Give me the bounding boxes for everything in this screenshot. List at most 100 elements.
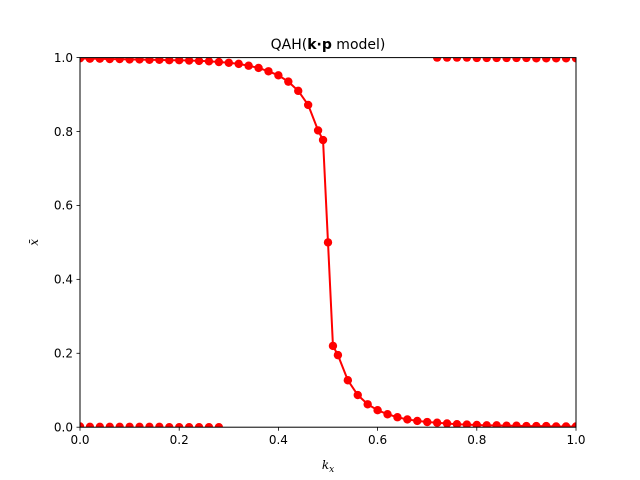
series-0-point — [125, 57, 134, 64]
series-2-point — [482, 57, 491, 63]
series-0-point — [264, 67, 273, 76]
series-0-point — [353, 390, 362, 400]
series-0-point — [393, 413, 402, 422]
x-tick-label: 1.0 — [566, 433, 585, 447]
series-2-point — [542, 57, 551, 63]
series-0-point — [452, 420, 462, 428]
y-tick-label: 1.0 — [54, 51, 73, 65]
series-0-point — [175, 57, 184, 65]
series-2-point — [452, 57, 462, 62]
series-2-point — [522, 57, 531, 63]
series-0-point — [432, 418, 442, 427]
series-0-point — [551, 422, 561, 428]
series-0-point — [492, 421, 501, 428]
series-0-point — [462, 420, 472, 428]
series-0-point — [85, 57, 95, 63]
series-0-point — [224, 58, 233, 67]
series-0-point — [363, 400, 372, 409]
series-0-point — [532, 421, 541, 428]
series-2-point — [512, 57, 521, 63]
series-1-point — [214, 423, 224, 428]
series-0-point — [561, 422, 571, 428]
series-0-point — [502, 421, 511, 428]
series-2-point — [561, 57, 571, 63]
series-0-point — [284, 77, 293, 86]
y-tick-label: 0.0 — [54, 421, 73, 435]
series-2-point — [502, 57, 511, 63]
series-0-point — [383, 410, 392, 419]
series-0-point — [194, 57, 204, 66]
series-1-point — [204, 423, 214, 428]
series-2-point — [571, 57, 576, 63]
series-0-point — [328, 341, 338, 351]
series-0-point — [254, 63, 263, 73]
chart-title: QAH(k·p model) — [271, 37, 386, 53]
series-1-point — [115, 422, 124, 428]
series-2-point — [442, 57, 452, 62]
series-0-point — [165, 57, 174, 65]
series-0-point — [303, 100, 313, 110]
series-1-point — [105, 422, 114, 428]
series-0-point — [413, 416, 422, 426]
series-0-point — [184, 57, 194, 65]
series-1-point — [85, 422, 95, 428]
series-0-point — [204, 57, 214, 66]
series-0-point — [472, 420, 481, 428]
series-2-point — [462, 57, 472, 62]
data-layer — [80, 57, 576, 428]
series-0-point — [105, 57, 114, 64]
series-0-point — [95, 57, 105, 63]
series-1-point — [165, 423, 174, 428]
x-tick-label: 0.0 — [70, 433, 89, 447]
series-0-point — [373, 406, 382, 415]
x-tick-label: 0.6 — [368, 433, 387, 447]
series-0-point — [214, 57, 224, 67]
series-0-point — [542, 421, 551, 428]
series-1-point — [95, 422, 105, 428]
x-axis-label: kx — [322, 458, 334, 475]
y-axis: 0.0 0.2 0.4 0.6 0.8 1.0 — [54, 51, 80, 435]
plot-frame — [79, 57, 577, 428]
y-axis-label: x̄ — [27, 239, 41, 246]
series-0-point — [274, 71, 283, 80]
series-0-point — [318, 135, 328, 145]
series-2-point — [432, 57, 442, 62]
x-tick-label: 0.2 — [170, 433, 189, 447]
series-0-point — [294, 86, 303, 96]
y-tick-label: 0.6 — [54, 199, 73, 213]
series-0-point — [512, 421, 521, 428]
series-0-point — [522, 421, 531, 428]
series-0-point — [442, 419, 452, 428]
series-0-point — [343, 376, 353, 385]
y-tick-label: 0.8 — [54, 125, 73, 139]
series-1-point — [184, 423, 194, 428]
y-tick-label: 0.4 — [54, 273, 73, 287]
series-0-point — [403, 415, 412, 424]
series-1-point — [194, 423, 204, 428]
series-0-point — [333, 350, 343, 360]
series-1-point — [175, 423, 184, 428]
series-0-point — [244, 61, 253, 70]
series-2-point — [492, 57, 501, 63]
x-tick-label: 0.8 — [467, 433, 486, 447]
series-1-point — [135, 422, 144, 428]
series-0-point — [80, 57, 85, 63]
series-0-point — [145, 57, 154, 65]
series-0-point — [115, 57, 124, 64]
series-1-point — [155, 422, 164, 428]
y-tick-label: 0.2 — [54, 347, 73, 361]
x-tick-label: 0.4 — [269, 433, 288, 447]
series-0-point — [423, 417, 432, 427]
series-0-point — [313, 126, 323, 135]
series-0-point — [135, 57, 144, 64]
series-2-point — [551, 57, 561, 63]
series-1-point — [80, 422, 85, 428]
series-1-point — [145, 422, 154, 428]
series-2-point — [532, 57, 541, 63]
series-0-point — [482, 421, 491, 428]
series-1-point — [125, 422, 134, 428]
series-2-point — [472, 57, 481, 63]
series-0-point — [234, 59, 243, 69]
series-0-point — [323, 238, 333, 247]
